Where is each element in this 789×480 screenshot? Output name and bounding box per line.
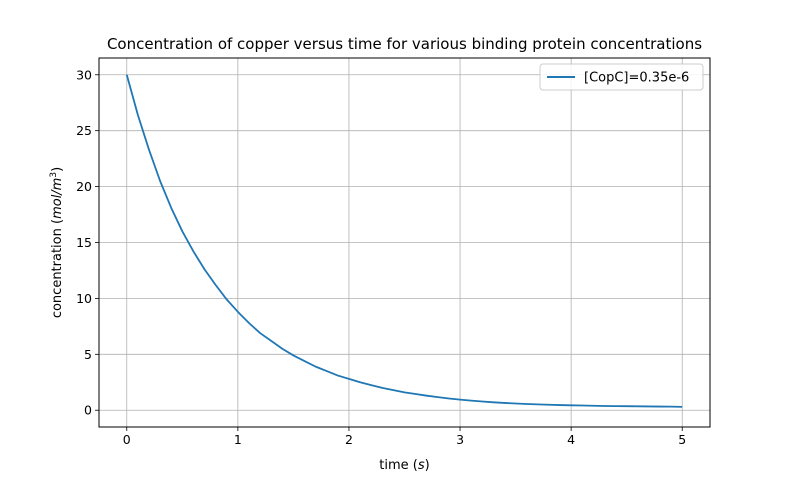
x-tick-label: 4 — [567, 432, 575, 447]
x-tick-label: 2 — [345, 432, 353, 447]
y-tick-label: 0 — [84, 403, 92, 418]
y-tick-label: 10 — [76, 291, 92, 306]
x-tick-label: 1 — [234, 432, 242, 447]
y-tick-label: 5 — [84, 347, 92, 362]
legend: [CopC]=0.35e-6 — [539, 63, 704, 91]
x-tick-label: 5 — [678, 432, 686, 447]
x-axis-label: time (s) — [379, 458, 429, 473]
grid — [99, 58, 710, 427]
series-layer — [125, 74, 683, 408]
y-tick-label: 15 — [76, 235, 92, 250]
y-tick-label: 20 — [76, 179, 92, 194]
x-tick-label: 3 — [456, 432, 464, 447]
chart-title: Concentration of copper versus time for … — [107, 35, 702, 53]
y-axis-label: concentration (mol/m3) — [49, 167, 65, 318]
y-tick-label: 30 — [76, 67, 92, 82]
ticks: 0 1 2 3 4 5 0 5 10 15 20 25 30 — [76, 67, 686, 447]
legend-box — [539, 63, 704, 91]
series-line-0 — [125, 74, 683, 408]
x-tick-label: 0 — [123, 432, 131, 447]
legend-label: [CopC]=0.35e-6 — [584, 71, 689, 86]
y-tick-label: 25 — [76, 123, 92, 138]
